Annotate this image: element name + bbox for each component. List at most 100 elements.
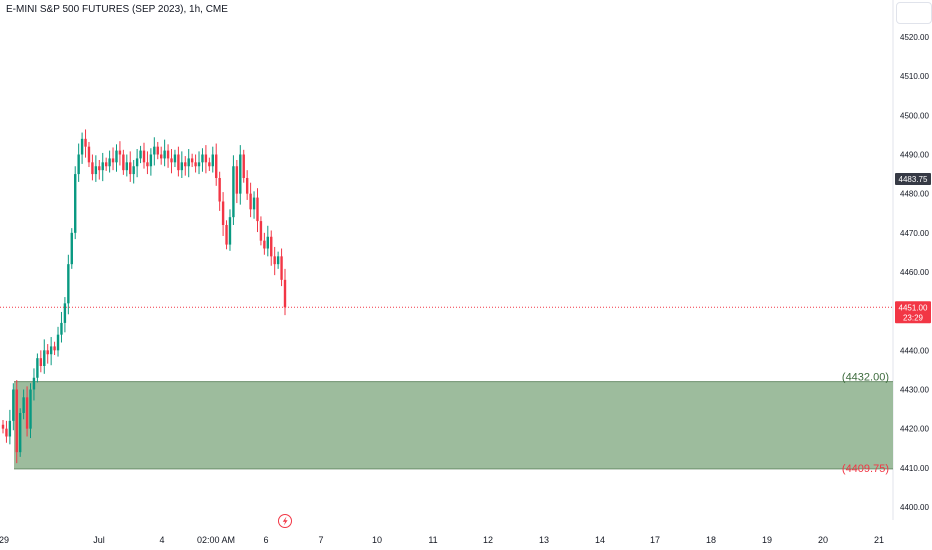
candle <box>190 153 194 168</box>
candle-body <box>8 420 12 437</box>
candle-body <box>118 150 122 155</box>
candle-body <box>280 256 283 280</box>
candle-body <box>173 154 177 163</box>
candle-body <box>197 162 201 167</box>
candle-body <box>204 154 208 163</box>
candle-body <box>25 397 29 429</box>
candle-body <box>43 350 46 366</box>
candle-body <box>256 197 259 222</box>
candle-body <box>159 154 163 159</box>
candle <box>173 149 177 168</box>
candle-body <box>201 154 204 163</box>
candle-body <box>12 389 15 421</box>
candle <box>25 386 29 437</box>
candle-body <box>235 166 239 194</box>
candle-body <box>46 350 49 355</box>
candle-body <box>208 162 211 167</box>
candle-body <box>177 154 180 171</box>
candle <box>270 230 273 266</box>
y-tick-label: 4400.00 <box>900 503 929 512</box>
candle <box>245 170 249 200</box>
candle-body <box>194 162 197 167</box>
demand-zone <box>14 381 893 469</box>
candle <box>63 297 67 333</box>
candle-body <box>129 162 132 175</box>
candle-body <box>249 193 252 210</box>
candle-body <box>215 154 218 178</box>
candle <box>70 228 73 269</box>
candle-body <box>67 264 70 304</box>
zone-bottom-label: (4409.75) <box>842 463 889 475</box>
candle-body <box>146 162 149 167</box>
candle-body <box>221 201 225 225</box>
x-tick-label: 19 <box>762 535 772 545</box>
candle <box>180 151 184 178</box>
candle <box>108 150 111 173</box>
candle <box>142 142 146 169</box>
candle <box>139 145 142 164</box>
candle <box>228 209 232 251</box>
candle-body <box>166 150 170 159</box>
last-price-label: 4451.00 <box>899 303 928 312</box>
candle-body <box>184 162 187 167</box>
candle <box>18 408 22 457</box>
y-tick-label: 4460.00 <box>900 268 929 277</box>
zone-top-label: (4432.00) <box>842 372 889 384</box>
candle-body <box>263 240 266 249</box>
candle-body <box>163 150 166 159</box>
candle-body <box>135 158 139 167</box>
candle <box>135 149 139 178</box>
candle-body <box>242 154 245 178</box>
candle <box>36 353 39 383</box>
candle <box>98 159 101 180</box>
candle-body <box>77 154 80 175</box>
y-tick-label: 4510.00 <box>900 72 929 81</box>
candle <box>197 151 201 175</box>
candle-body <box>252 197 256 210</box>
candle <box>22 389 25 420</box>
candle <box>239 145 242 205</box>
candle-body <box>218 178 221 202</box>
candle <box>259 216 263 246</box>
y-tick-label: 4410.00 <box>900 464 929 473</box>
candle-body <box>108 158 111 167</box>
x-tick-label: 14 <box>595 535 605 545</box>
candle-body <box>87 146 91 163</box>
candle-body <box>1 424 5 429</box>
candle <box>153 137 156 166</box>
candle <box>201 148 204 172</box>
last-price-badge <box>895 301 931 324</box>
candle <box>60 311 63 343</box>
candle <box>276 251 280 269</box>
candle <box>177 146 180 177</box>
candle <box>208 157 211 171</box>
candle <box>91 154 94 181</box>
candle <box>29 383 32 439</box>
candle-body <box>70 232 73 265</box>
candle <box>235 159 239 204</box>
x-tick-label: 7 <box>318 535 323 545</box>
candle-body <box>225 225 228 245</box>
candle-body <box>63 303 67 323</box>
lightning-icon-bolt <box>282 516 288 526</box>
marker-price-label: 4483.75 <box>899 175 928 184</box>
candle <box>77 143 80 182</box>
candle-body <box>74 174 77 233</box>
candle <box>104 157 108 171</box>
candle <box>129 151 132 182</box>
x-tick-label: 11 <box>428 535 437 545</box>
candle <box>225 220 228 250</box>
candle-body <box>170 158 173 163</box>
lightning-icon[interactable] <box>278 514 292 528</box>
y-tick-label: 4420.00 <box>900 425 929 434</box>
candle-body <box>153 146 156 155</box>
candle <box>166 144 170 168</box>
y-tick-label: 4490.00 <box>900 151 929 160</box>
x-tick-label: 18 <box>706 535 716 545</box>
candle <box>125 154 129 177</box>
candle <box>156 141 159 160</box>
candle-body <box>80 138 84 155</box>
candle-body <box>36 358 39 378</box>
candle <box>111 147 115 171</box>
y-tick-label: 4500.00 <box>900 111 929 120</box>
